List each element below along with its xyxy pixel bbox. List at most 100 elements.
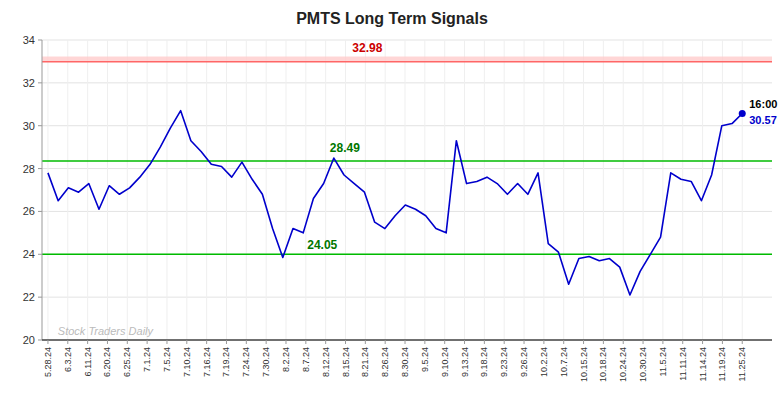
- x-tick: [583, 340, 584, 344]
- x-tick-label: 10.2.24: [539, 347, 549, 377]
- y-tick: [38, 40, 42, 41]
- x-grid-line: [643, 40, 644, 340]
- x-grid-line: [464, 40, 465, 340]
- x-tick: [623, 340, 624, 344]
- y-tick-label: 22: [23, 291, 35, 303]
- x-grid-line: [87, 40, 88, 340]
- x-grid-line: [246, 40, 247, 340]
- x-grid-line: [583, 40, 584, 340]
- x-tick: [444, 340, 445, 344]
- y-tick: [38, 254, 42, 255]
- x-tick: [662, 340, 663, 344]
- x-grid-line: [325, 40, 326, 340]
- x-tick: [722, 340, 723, 344]
- x-grid-line: [147, 40, 148, 340]
- x-tick-label: 8.12.24: [321, 347, 331, 377]
- x-tick-label: 9.23.24: [499, 347, 509, 377]
- x-tick: [186, 340, 187, 344]
- annotations: 32.9828.4924.0516:0030.57Stock Traders D…: [58, 41, 778, 337]
- x-grid-line: [206, 40, 207, 340]
- x-grid-line: [365, 40, 366, 340]
- x-tick-label: 8.15.24: [341, 347, 351, 377]
- x-tick: [246, 340, 247, 344]
- y-tick: [38, 340, 42, 341]
- x-grid-line: [543, 40, 544, 340]
- x-tick-label: 6.25.24: [122, 347, 132, 377]
- y-axis-line: [42, 40, 43, 340]
- x-tick-label: 8.21.24: [360, 347, 370, 377]
- x-tick-label: 9.5.24: [420, 347, 430, 372]
- x-tick-label: 6.20.24: [102, 347, 112, 377]
- x-tick-label: 10.15.24: [579, 347, 589, 382]
- x-tick-label: 7.1.24: [142, 347, 152, 372]
- y-tick: [38, 211, 42, 212]
- x-tick-label: 9.13.24: [460, 347, 470, 377]
- x-grid-line: [424, 40, 425, 340]
- x-tick-label: 10.30.24: [638, 347, 648, 382]
- x-grid-line: [285, 40, 286, 340]
- x-tick: [484, 340, 485, 344]
- plot-area: [42, 57, 772, 296]
- y-tick-label: 34: [23, 34, 35, 46]
- y-tick-label: 24: [23, 248, 35, 260]
- x-tick-label: 11.14.24: [698, 347, 708, 381]
- x-tick-label: 7.24.24: [241, 347, 251, 377]
- x-tick-label: 7.19.24: [221, 347, 231, 377]
- x-grid-line: [662, 40, 663, 340]
- annotation: 32.98: [352, 41, 382, 55]
- reference-line: [42, 61, 772, 63]
- x-tick: [107, 340, 108, 344]
- x-grid-line: [345, 40, 346, 340]
- x-tick-label: 8.26.24: [380, 347, 390, 377]
- x-tick-label: 11.25.24: [737, 347, 747, 381]
- x-grid-line: [305, 40, 306, 340]
- x-grid-line: [702, 40, 703, 340]
- x-tick: [166, 340, 167, 344]
- x-tick-label: 6.11.24: [83, 347, 93, 376]
- x-grid-line: [166, 40, 167, 340]
- x-grid-line: [385, 40, 386, 340]
- x-tick: [87, 340, 88, 344]
- x-tick-label: 7.30.24: [261, 347, 271, 377]
- x-tick: [345, 340, 346, 344]
- x-tick-label: 5.28.24: [43, 347, 53, 377]
- x-tick: [563, 340, 564, 344]
- x-grid-line: [266, 40, 267, 340]
- y-tick-label: 28: [23, 163, 35, 175]
- y-grid-line: [42, 254, 772, 255]
- x-grid-line: [226, 40, 227, 340]
- x-tick: [603, 340, 604, 344]
- y-tick: [38, 168, 42, 169]
- x-grid-line: [484, 40, 485, 340]
- x-tick: [742, 340, 743, 344]
- x-tick: [226, 340, 227, 344]
- x-grid-line: [603, 40, 604, 340]
- x-grid-line: [563, 40, 564, 340]
- x-tick-label: 10.24.24: [618, 347, 628, 382]
- x-tick: [385, 340, 386, 344]
- x-tick: [643, 340, 644, 344]
- x-tick-label: 6.3.24: [63, 347, 73, 372]
- x-tick-label: 8.30.24: [400, 347, 410, 377]
- x-tick-label: 9.18.24: [479, 347, 489, 377]
- x-tick: [543, 340, 544, 344]
- x-grid-line: [722, 40, 723, 340]
- x-tick-label: 9.10.24: [440, 347, 450, 377]
- annotation: 28.49: [330, 141, 360, 155]
- x-tick: [365, 340, 366, 344]
- y-tick: [38, 125, 42, 126]
- x-tick: [682, 340, 683, 344]
- price-line: [48, 111, 742, 295]
- x-tick: [464, 340, 465, 344]
- x-tick: [524, 340, 525, 344]
- y-tick-label: 30: [23, 120, 35, 132]
- x-grid-line: [47, 40, 48, 340]
- x-tick: [47, 340, 48, 344]
- end-point: [739, 110, 746, 117]
- annotation: 24.05: [307, 238, 337, 252]
- y-tick-label: 32: [23, 77, 35, 89]
- x-tick: [424, 340, 425, 344]
- x-tick: [405, 340, 406, 344]
- x-tick: [266, 340, 267, 344]
- x-tick-label: 8.2.24: [281, 347, 291, 372]
